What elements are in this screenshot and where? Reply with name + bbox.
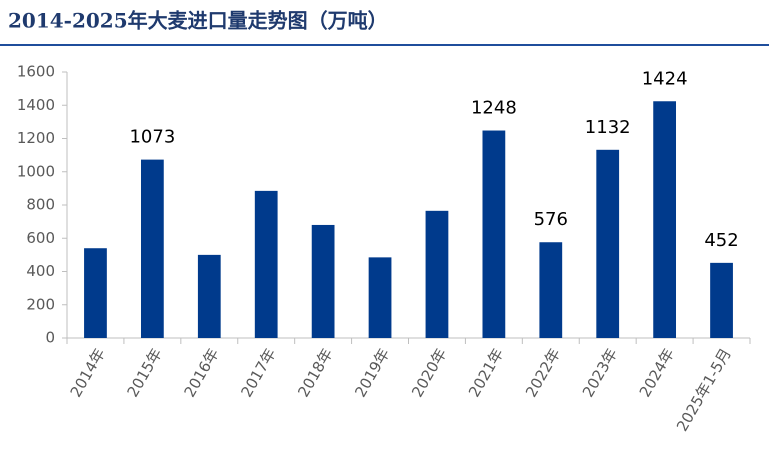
y-tick-label: 200 xyxy=(26,295,55,313)
bar xyxy=(140,159,164,338)
bar xyxy=(368,257,392,338)
x-tick-label: 2014年 xyxy=(67,345,109,400)
value-label: 1424 xyxy=(642,68,688,89)
y-tick-label: 1400 xyxy=(17,96,55,114)
bar xyxy=(311,224,335,338)
y-tick-label: 800 xyxy=(26,196,55,214)
x-tick-label: 2018年 xyxy=(294,345,336,400)
bar xyxy=(539,242,563,338)
value-label: 1248 xyxy=(471,98,517,119)
x-tick-label: 2020年 xyxy=(408,345,450,400)
bar xyxy=(710,262,733,338)
y-tick-label: 600 xyxy=(26,229,55,247)
bar xyxy=(596,149,620,338)
chart-title: 2014-2025年大麦进口量走势图（万吨） xyxy=(8,9,388,33)
value-label: 1073 xyxy=(129,127,175,148)
value-label: 576 xyxy=(534,209,568,230)
bar xyxy=(653,101,677,338)
y-tick-label: 1200 xyxy=(17,129,55,147)
y-tick-label: 0 xyxy=(45,329,55,347)
y-tick-label: 1000 xyxy=(17,162,55,180)
x-tick-label: 2023年 xyxy=(579,345,621,400)
x-tick-label: 2024年 xyxy=(636,345,678,400)
x-tick-label: 2019年 xyxy=(351,345,393,400)
value-label: 1132 xyxy=(585,117,631,138)
x-tick-label: 2017年 xyxy=(237,345,279,400)
bar xyxy=(482,130,506,338)
x-tick-label: 2021年 xyxy=(465,345,507,400)
bar xyxy=(254,190,278,338)
bar xyxy=(425,210,449,338)
bar xyxy=(197,254,221,338)
x-tick-label: 2016年 xyxy=(180,345,222,400)
y-tick-label: 400 xyxy=(26,262,55,280)
bar xyxy=(84,248,107,338)
y-tick-label: 1600 xyxy=(17,63,55,81)
x-tick-label: 2025年1-5月 xyxy=(673,345,735,434)
x-tick-label: 2022年 xyxy=(522,345,564,400)
value-label: 452 xyxy=(704,230,738,251)
x-tick-label: 2015年 xyxy=(124,345,166,400)
